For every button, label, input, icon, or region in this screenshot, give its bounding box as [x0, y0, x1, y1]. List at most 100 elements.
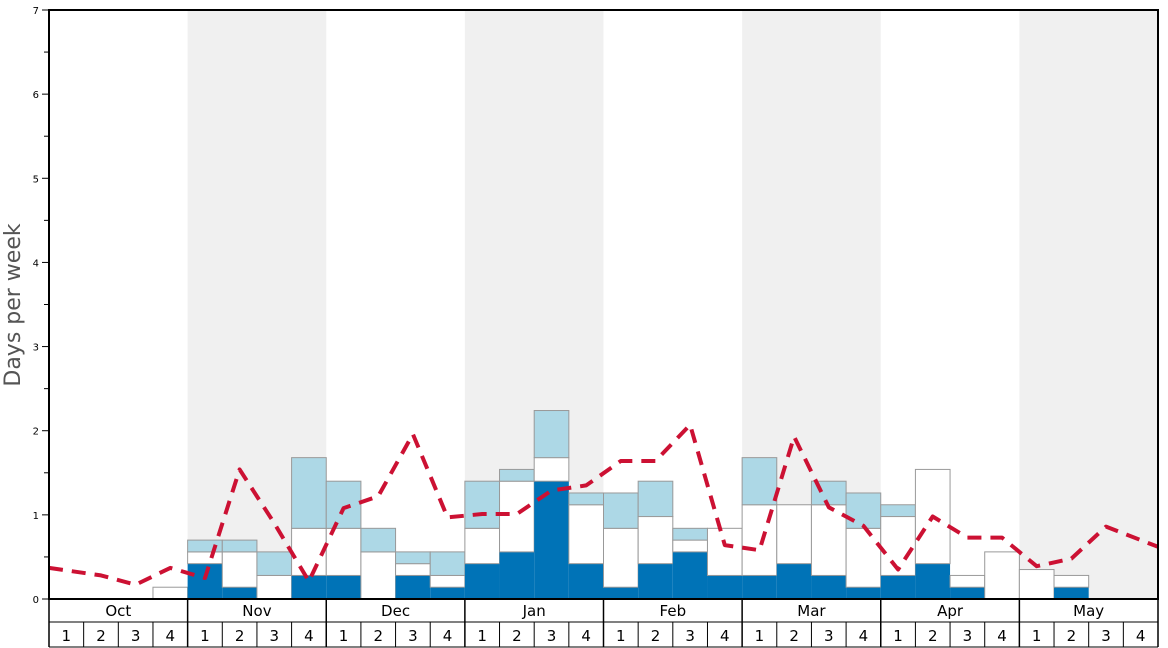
month-label-oct: Oct [105, 602, 131, 620]
bar-nov-week-3-segment-2 [256, 574, 293, 600]
week-label: 1 [339, 627, 349, 645]
bar-dec-week-4-segment-2 [429, 574, 466, 588]
bar-oct-week-4-segment-2 [152, 586, 189, 600]
bar-jan-week-4-segment-3 [568, 492, 604, 506]
week-label: 4 [1136, 627, 1146, 645]
week-label: 1 [616, 627, 626, 645]
bar-nov-week-1-segment-1 [187, 563, 223, 599]
bar-apr-week-3-segment-2 [949, 574, 986, 588]
week-label: 1 [1032, 627, 1042, 645]
bar-feb-week-1-segment-1 [603, 587, 639, 599]
week-label: 3 [963, 627, 973, 645]
week-label: 2 [789, 627, 799, 645]
week-label: 4 [443, 627, 453, 645]
bar-dec-week-1-segment-3 [325, 480, 362, 529]
week-label: 3 [131, 627, 141, 645]
bar-feb-week-3-segment-2 [672, 539, 708, 553]
y-tick-label: 0 [33, 595, 39, 606]
y-tick-label: 1 [33, 511, 39, 522]
bar-nov-week-4-segment-3 [291, 457, 327, 529]
bar-feb-week-4-segment-2 [706, 527, 743, 576]
bar-apr-week-1-segment-3 [880, 504, 916, 518]
bar-mar-week-3-segment-1 [811, 575, 847, 599]
week-label: 4 [997, 627, 1007, 645]
y-tick-label: 4 [33, 258, 39, 269]
week-label: 2 [96, 627, 106, 645]
month-label-feb: Feb [660, 602, 687, 620]
bar-jan-week-3-segment-1 [534, 481, 569, 599]
y-tick-label: 3 [33, 343, 39, 354]
y-tick-label: 5 [33, 174, 39, 185]
bar-dec-week-3-segment-2 [395, 563, 431, 576]
week-label: 1 [200, 627, 210, 645]
bar-jan-week-2-segment-3 [499, 468, 535, 482]
bar-nov-week-2-segment-3 [221, 539, 258, 553]
week-label: 3 [269, 627, 279, 645]
week-label: 4 [166, 627, 176, 645]
y-axis-label: Days per week [1, 223, 26, 386]
bars [152, 410, 1090, 600]
week-label: 2 [928, 627, 938, 645]
bar-apr-week-2-segment-1 [915, 563, 951, 599]
bar-jan-week-3-segment-2 [533, 457, 570, 482]
bar-jan-week-2-segment-2 [499, 480, 535, 553]
bar-dec-week-4-segment-3 [429, 551, 466, 576]
bar-mar-week-4-segment-2 [845, 527, 882, 588]
bar-apr-week-3-segment-1 [950, 587, 985, 599]
month-label-apr: Apr [937, 602, 964, 620]
bar-jan-week-1-segment-2 [464, 527, 501, 565]
bar-feb-week-1-segment-2 [603, 527, 639, 588]
week-label: 1 [755, 627, 765, 645]
bar-feb-week-2-segment-1 [638, 563, 673, 599]
bar-may-week-2-segment-2 [1053, 574, 1090, 588]
bar-feb-week-2-segment-3 [637, 480, 674, 518]
bar-mar-week-3-segment-2 [810, 504, 847, 576]
month-shading [187, 10, 1158, 599]
bar-mar-week-4-segment-1 [846, 587, 881, 599]
bar-mar-week-2-segment-1 [776, 563, 812, 599]
week-label: 1 [62, 627, 72, 645]
week-label: 4 [304, 627, 314, 645]
bar-may-week-1-segment-2 [1018, 569, 1055, 600]
bar-mar-week-4-segment-3 [845, 492, 882, 529]
week-label: 3 [1101, 627, 1111, 645]
week-label: 4 [859, 627, 869, 645]
bar-nov-week-2-segment-1 [222, 587, 257, 599]
week-label: 1 [477, 627, 487, 645]
y-tick-label: 2 [33, 427, 39, 438]
month-label-dec: Dec [381, 602, 410, 620]
bar-feb-week-4-segment-1 [707, 575, 743, 599]
bar-jan-week-2-segment-1 [499, 551, 535, 599]
week-label: 2 [373, 627, 383, 645]
month-label-jan: Jan [522, 602, 546, 620]
y-tick-label: 6 [33, 90, 39, 101]
bar-feb-week-3-segment-1 [672, 551, 708, 599]
bar-apr-week-4-segment-2 [984, 551, 1020, 600]
bar-jan-week-3-segment-3 [533, 410, 570, 459]
bar-nov-week-2-segment-2 [221, 551, 258, 588]
bar-dec-week-2-segment-3 [360, 527, 397, 553]
bar-jan-week-1-segment-1 [464, 563, 500, 599]
bar-nov-week-1-segment-2 [187, 551, 223, 565]
month-label-mar: Mar [797, 602, 826, 620]
week-label: 4 [581, 627, 591, 645]
week-label: 2 [651, 627, 661, 645]
bar-mar-week-1-segment-3 [741, 457, 778, 506]
average-line-path [48, 422, 1159, 587]
bar-feb-week-1-segment-3 [603, 492, 639, 529]
bar-nov-week-3-segment-3 [256, 551, 293, 576]
week-label: 3 [547, 627, 557, 645]
week-label: 1 [893, 627, 903, 645]
bar-feb-week-3-segment-3 [672, 527, 708, 541]
bar-jan-week-4-segment-1 [568, 563, 604, 599]
week-label: 3 [408, 627, 418, 645]
average-line [48, 422, 1159, 587]
bar-dec-week-1-segment-1 [326, 575, 361, 599]
week-label: 3 [685, 627, 695, 645]
y-tick-label: 7 [33, 6, 39, 17]
bar-jan-week-1-segment-3 [464, 480, 501, 529]
bar-apr-week-1-segment-1 [880, 575, 916, 599]
bar-dec-week-1-segment-2 [325, 527, 362, 576]
bar-nov-week-4-segment-1 [291, 575, 327, 599]
